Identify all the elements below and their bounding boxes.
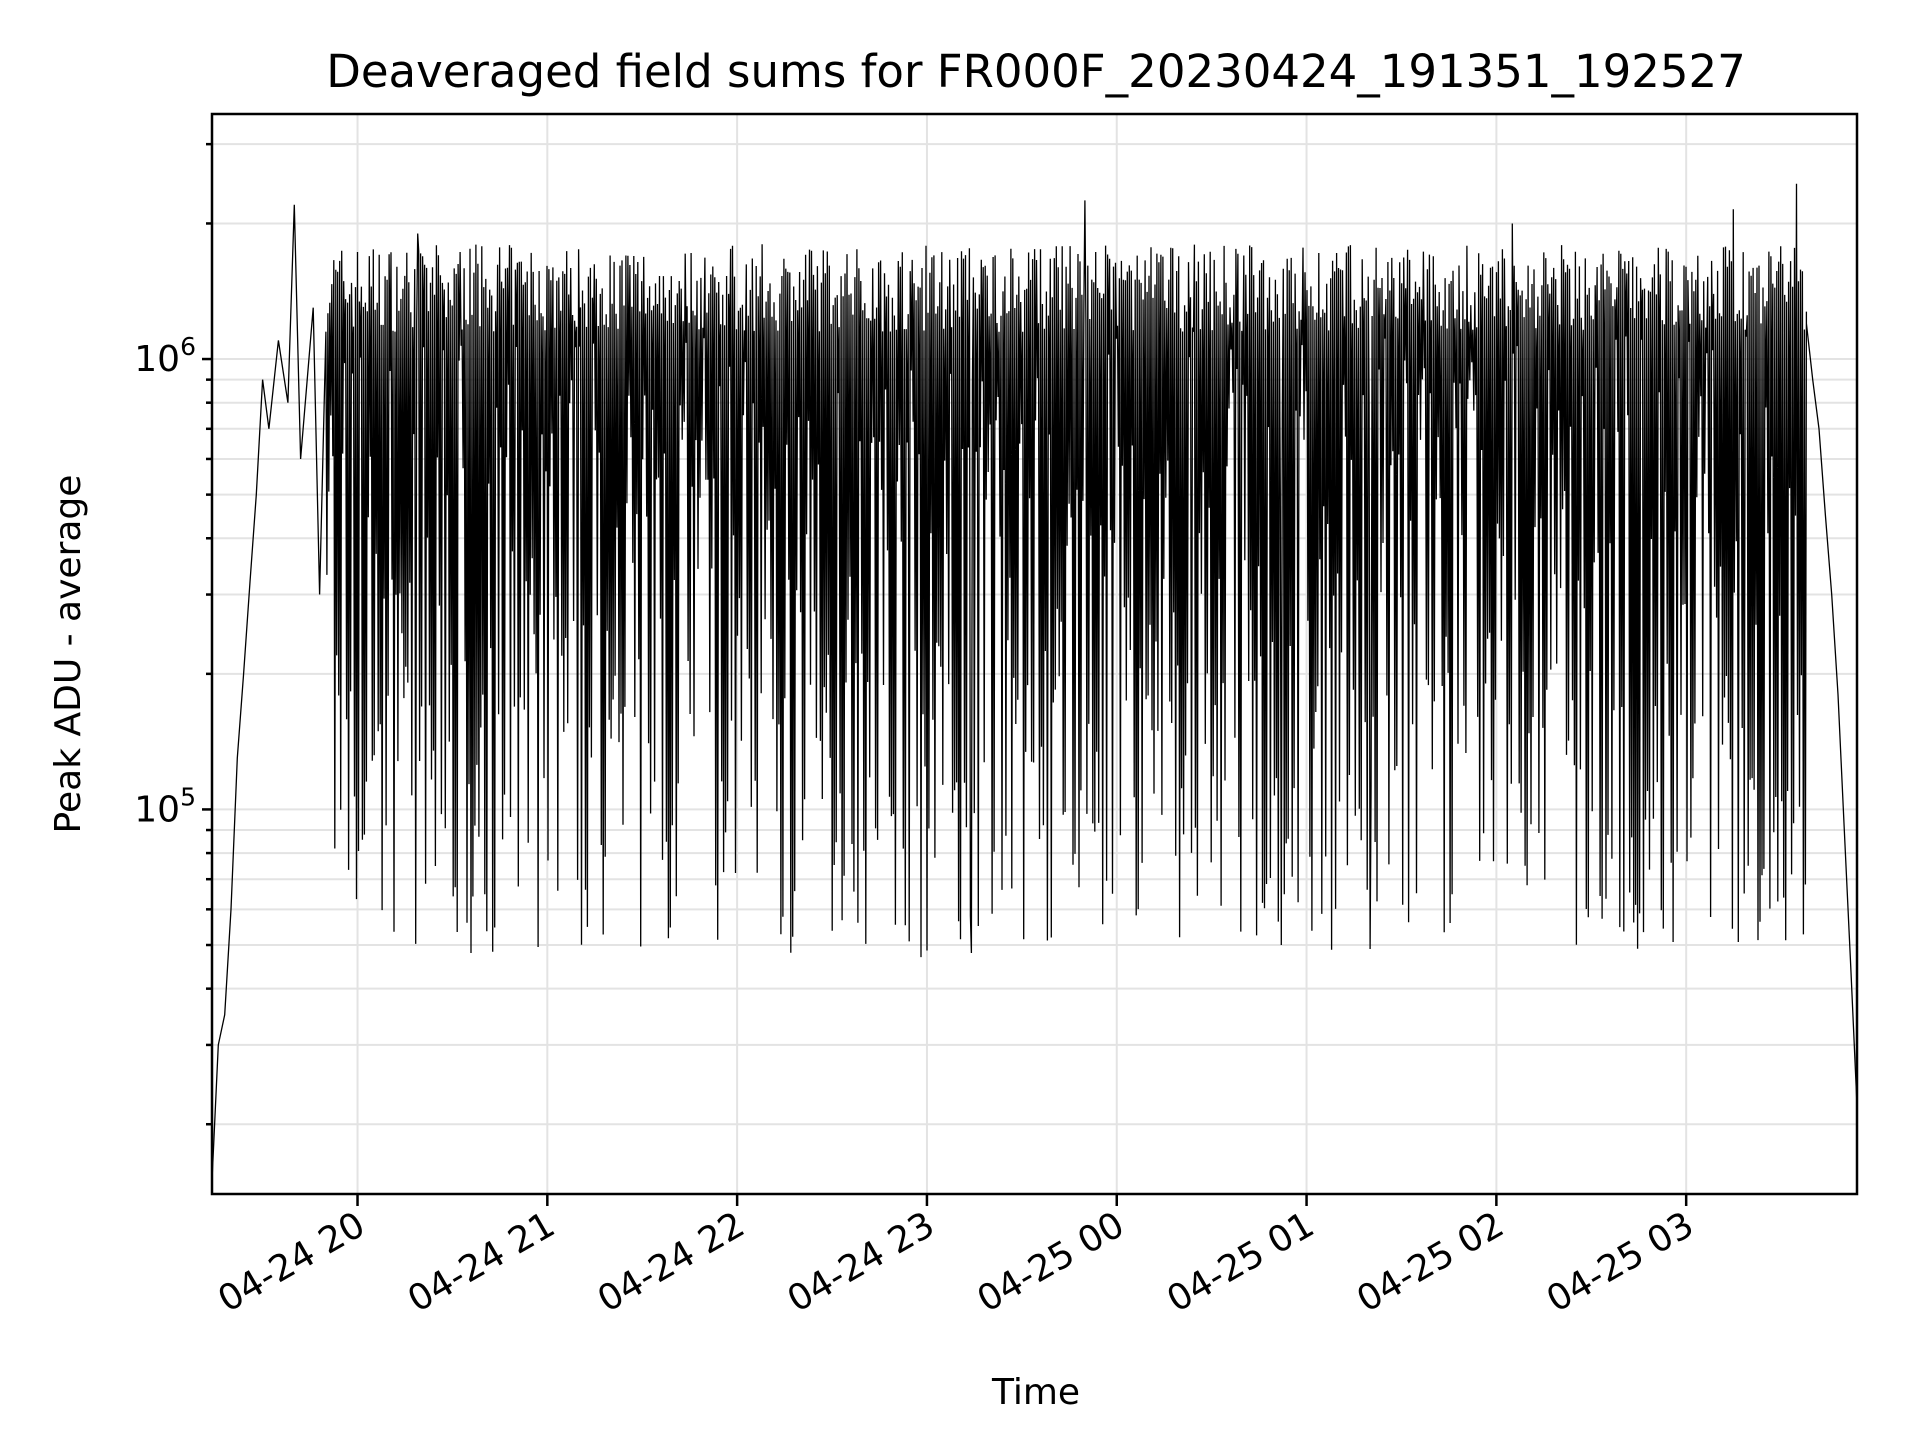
plot-frame (210, 112, 1859, 1196)
y-axis-label: Peak ADU - average (48, 475, 89, 834)
x-tick-label: 04-25 03 (1540, 1204, 1701, 1320)
series-line (211, 183, 1858, 1181)
x-tick-label: 04-24 23 (781, 1204, 942, 1320)
x-tick-label: 04-24 20 (211, 1204, 372, 1320)
chart-title: Deaveraged field sums for FR000F_2023042… (326, 45, 1746, 98)
y-axis-ticks: 105 106 (134, 142, 212, 1126)
y-tick-label: 105 (134, 782, 196, 830)
x-tick-label: 04-25 01 (1160, 1204, 1321, 1320)
x-tick-label: 04-25 00 (971, 1204, 1132, 1320)
data-layer (211, 183, 1858, 1181)
x-tick-label: 04-24 22 (591, 1204, 752, 1320)
x-axis-ticks: 04-24 20 04-24 21 04-24 22 04-24 23 04-25 00… (211, 1194, 1701, 1321)
x-axis-label: Time (991, 1372, 1080, 1413)
x-tick-label: 04-25 02 (1350, 1204, 1511, 1320)
y-tick-label: 106 (134, 332, 196, 380)
x-tick-label: 04-24 21 (401, 1204, 562, 1320)
